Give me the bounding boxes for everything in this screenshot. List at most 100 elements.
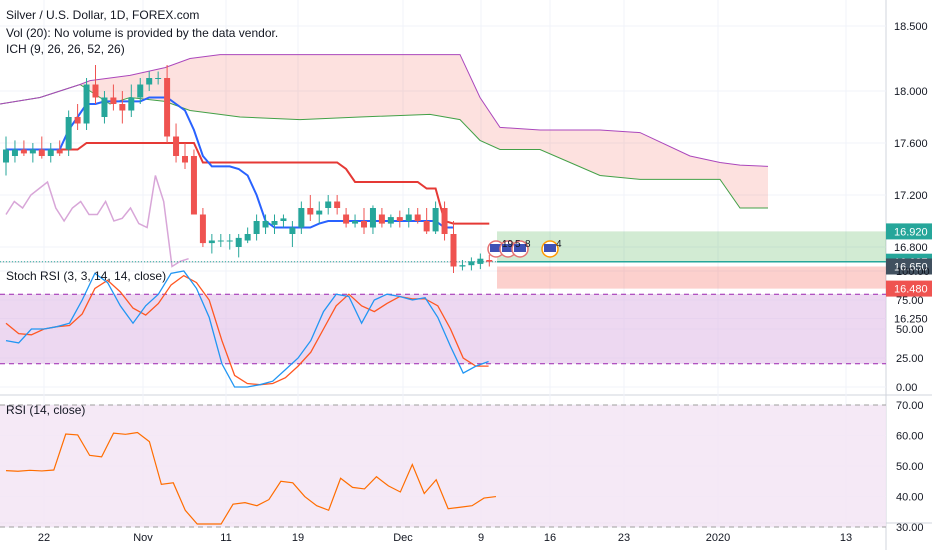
candle-body [146, 78, 153, 85]
cloud-segment [570, 130, 600, 176]
candle-body [262, 221, 269, 228]
candle-body [289, 227, 296, 234]
price-marker-label: 16.920 [894, 226, 928, 238]
candle-body [110, 97, 117, 104]
cloud-segment [460, 54, 480, 141]
price-marker-badge [886, 258, 932, 275]
rsi-legend[interactable]: RSI (14, close) [6, 403, 86, 417]
time-tick-label: 9 [478, 532, 484, 544]
candle-body [298, 208, 305, 228]
price-tick-label: 16.250 [894, 314, 928, 326]
us-flag-stripe [502, 244, 514, 252]
candle-body [361, 221, 367, 228]
candle-body [450, 234, 457, 267]
candle-body [128, 97, 135, 111]
candle-body [280, 218, 287, 221]
candle-body [182, 156, 188, 163]
stoch-tick-label: 0.00 [896, 382, 917, 394]
candle-body [74, 117, 81, 124]
candle-body [38, 149, 45, 156]
cloud-segment [240, 54, 300, 120]
time-tick-label: 11 [220, 532, 231, 544]
candle-body [65, 117, 72, 150]
candle-body [164, 78, 171, 137]
time-tick-label: 23 [618, 532, 630, 544]
cloud-segment [430, 54, 460, 120]
candle-body [432, 208, 439, 232]
rsi-tick-label: 40.00 [896, 492, 924, 504]
price-tick-label: 18.000 [894, 86, 928, 98]
candle-body [208, 240, 215, 244]
candle-body [11, 149, 18, 156]
us-flag-stripe [514, 244, 526, 252]
time-tick-label: 16 [544, 532, 556, 544]
ichimoku-legend[interactable]: ICH (9, 26, 26, 52, 26) [6, 42, 125, 56]
time-tick-label: Dec [393, 532, 413, 544]
stoch-tick-label: 75.00 [896, 295, 924, 307]
candle-body [137, 84, 144, 98]
candle-body [199, 214, 206, 244]
candle-body [83, 84, 90, 124]
candle-body [459, 265, 466, 267]
cloud-segment [690, 156, 720, 180]
candle-body [316, 210, 323, 215]
candle-body [226, 240, 233, 242]
symbol-title[interactable]: Silver / U.S. Dollar, 1D, FOREX.com [6, 8, 200, 22]
cloud-segment [165, 58, 190, 111]
cloud-segment [190, 54, 220, 115]
cloud-segment [740, 165, 768, 208]
volume-legend[interactable]: Vol (20): No volume is provided by the d… [6, 26, 279, 40]
candle-body [271, 221, 278, 225]
candle-body [423, 221, 430, 232]
rsi-tick-label: 60.00 [896, 431, 924, 443]
candle-body [486, 260, 493, 262]
cloud-segment [600, 130, 640, 180]
candle-body [441, 208, 448, 234]
candle-body [155, 78, 162, 79]
cloud-segment [500, 127, 540, 150]
candle-body [414, 214, 421, 221]
us-flag-stripe [490, 244, 502, 252]
stoch-d-line [5, 274, 489, 386]
rsi-tick-label: 70.00 [896, 400, 924, 412]
cloud-segment [360, 54, 430, 117]
candle-body [387, 217, 394, 224]
price-marker-label: 16.650 [894, 262, 928, 274]
time-tick-label: 22 [38, 532, 50, 544]
event-count-label: 4 [556, 239, 562, 250]
event-count-label: 5 [515, 239, 521, 250]
rsi-band-fill [0, 405, 886, 528]
candle-body [334, 201, 341, 208]
time-tick-label: 2020 [706, 532, 730, 544]
price-marker-badge [886, 280, 932, 297]
candle-body [325, 201, 332, 208]
us-flag-icon[interactable] [487, 240, 529, 258]
price-tick-label: 17.200 [894, 190, 928, 202]
price-tick-label: 17.600 [894, 138, 928, 150]
kijun-sen [6, 142, 490, 225]
candle-body [352, 221, 359, 224]
stoch-rsi-legend[interactable]: Stoch RSI (3, 3, 14, 14, close) [6, 269, 167, 283]
candle-body [378, 214, 385, 224]
candle-body [235, 237, 242, 247]
stoch-k-line [5, 270, 489, 388]
price-tick-label: 16.800 [894, 242, 928, 254]
price-marker-badge [886, 223, 932, 240]
cloud-segment [110, 75, 130, 104]
candle-body [101, 97, 108, 117]
time-tick-label: 13 [840, 532, 852, 544]
candle-body [3, 149, 9, 163]
candle-body [369, 208, 376, 228]
candle-body [92, 84, 99, 98]
candle-body [217, 240, 224, 242]
cloud-segment [220, 54, 240, 117]
cloud-segment [480, 97, 500, 150]
time-tick-label: Nov [133, 532, 153, 544]
candle-body [56, 149, 63, 154]
candle-body [468, 261, 475, 266]
candle-body [29, 149, 36, 154]
candle-body [47, 149, 54, 156]
candle-body [307, 208, 314, 215]
